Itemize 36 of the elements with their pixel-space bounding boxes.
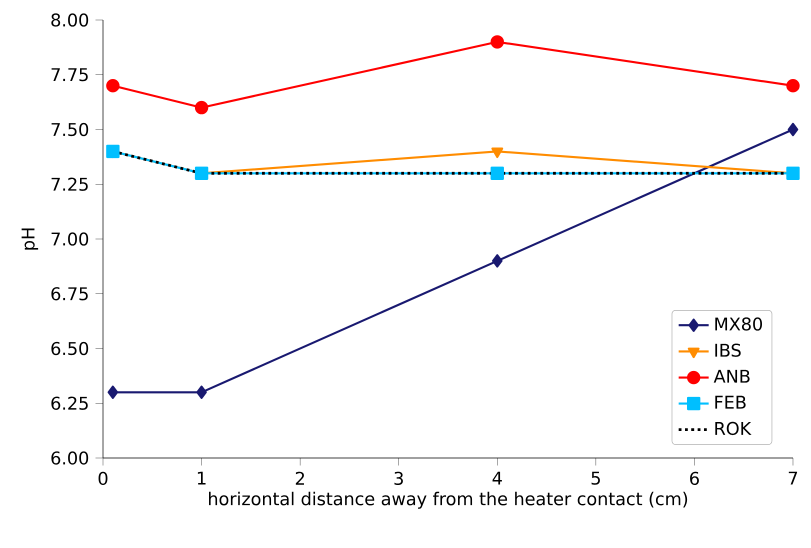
x-axis-title: horizontal distance away from the heater contact (cm) <box>209 492 688 509</box>
x-tick-label: 0 <box>98 472 108 485</box>
x-tick-label: 1 <box>198 472 206 485</box>
y-tick-label: 6.25 <box>51 396 88 410</box>
point <box>194 166 208 180</box>
point <box>786 166 800 180</box>
point <box>786 79 800 92</box>
x-tick-label: 3 <box>394 472 403 485</box>
y-tick-label: 6.50 <box>51 342 88 356</box>
point <box>106 79 120 92</box>
point <box>492 254 503 268</box>
x-tick-label: 7 <box>788 472 798 485</box>
y-tick-label: 6.75 <box>51 287 88 300</box>
point <box>108 386 118 399</box>
legend-label: IBS <box>715 344 741 357</box>
legend-label: FEB <box>715 396 746 409</box>
x-tick-label: 6 <box>690 472 699 485</box>
point <box>196 386 207 399</box>
legend-label: ANB <box>714 370 750 383</box>
y-tick-label: 7.75 <box>52 68 88 82</box>
x-tick-label: 4 <box>492 472 502 485</box>
point <box>490 166 504 180</box>
x-tick-label: 2 <box>296 472 304 485</box>
y-tick-label: 7.50 <box>52 122 88 136</box>
x-tick-label: 5 <box>592 472 600 485</box>
y-tick-label: 7.00 <box>52 232 88 246</box>
y-tick-label: 8.00 <box>51 13 88 27</box>
point <box>490 35 504 49</box>
y-tick-label: 7.25 <box>52 178 88 191</box>
y-tick-label: 6.00 <box>51 451 88 465</box>
legend-label: ROK <box>715 422 752 436</box>
point <box>106 144 120 158</box>
legend-label: MX80 <box>715 317 762 331</box>
point <box>194 100 208 114</box>
y-axis-title: pH <box>22 228 38 250</box>
point <box>788 122 798 136</box>
